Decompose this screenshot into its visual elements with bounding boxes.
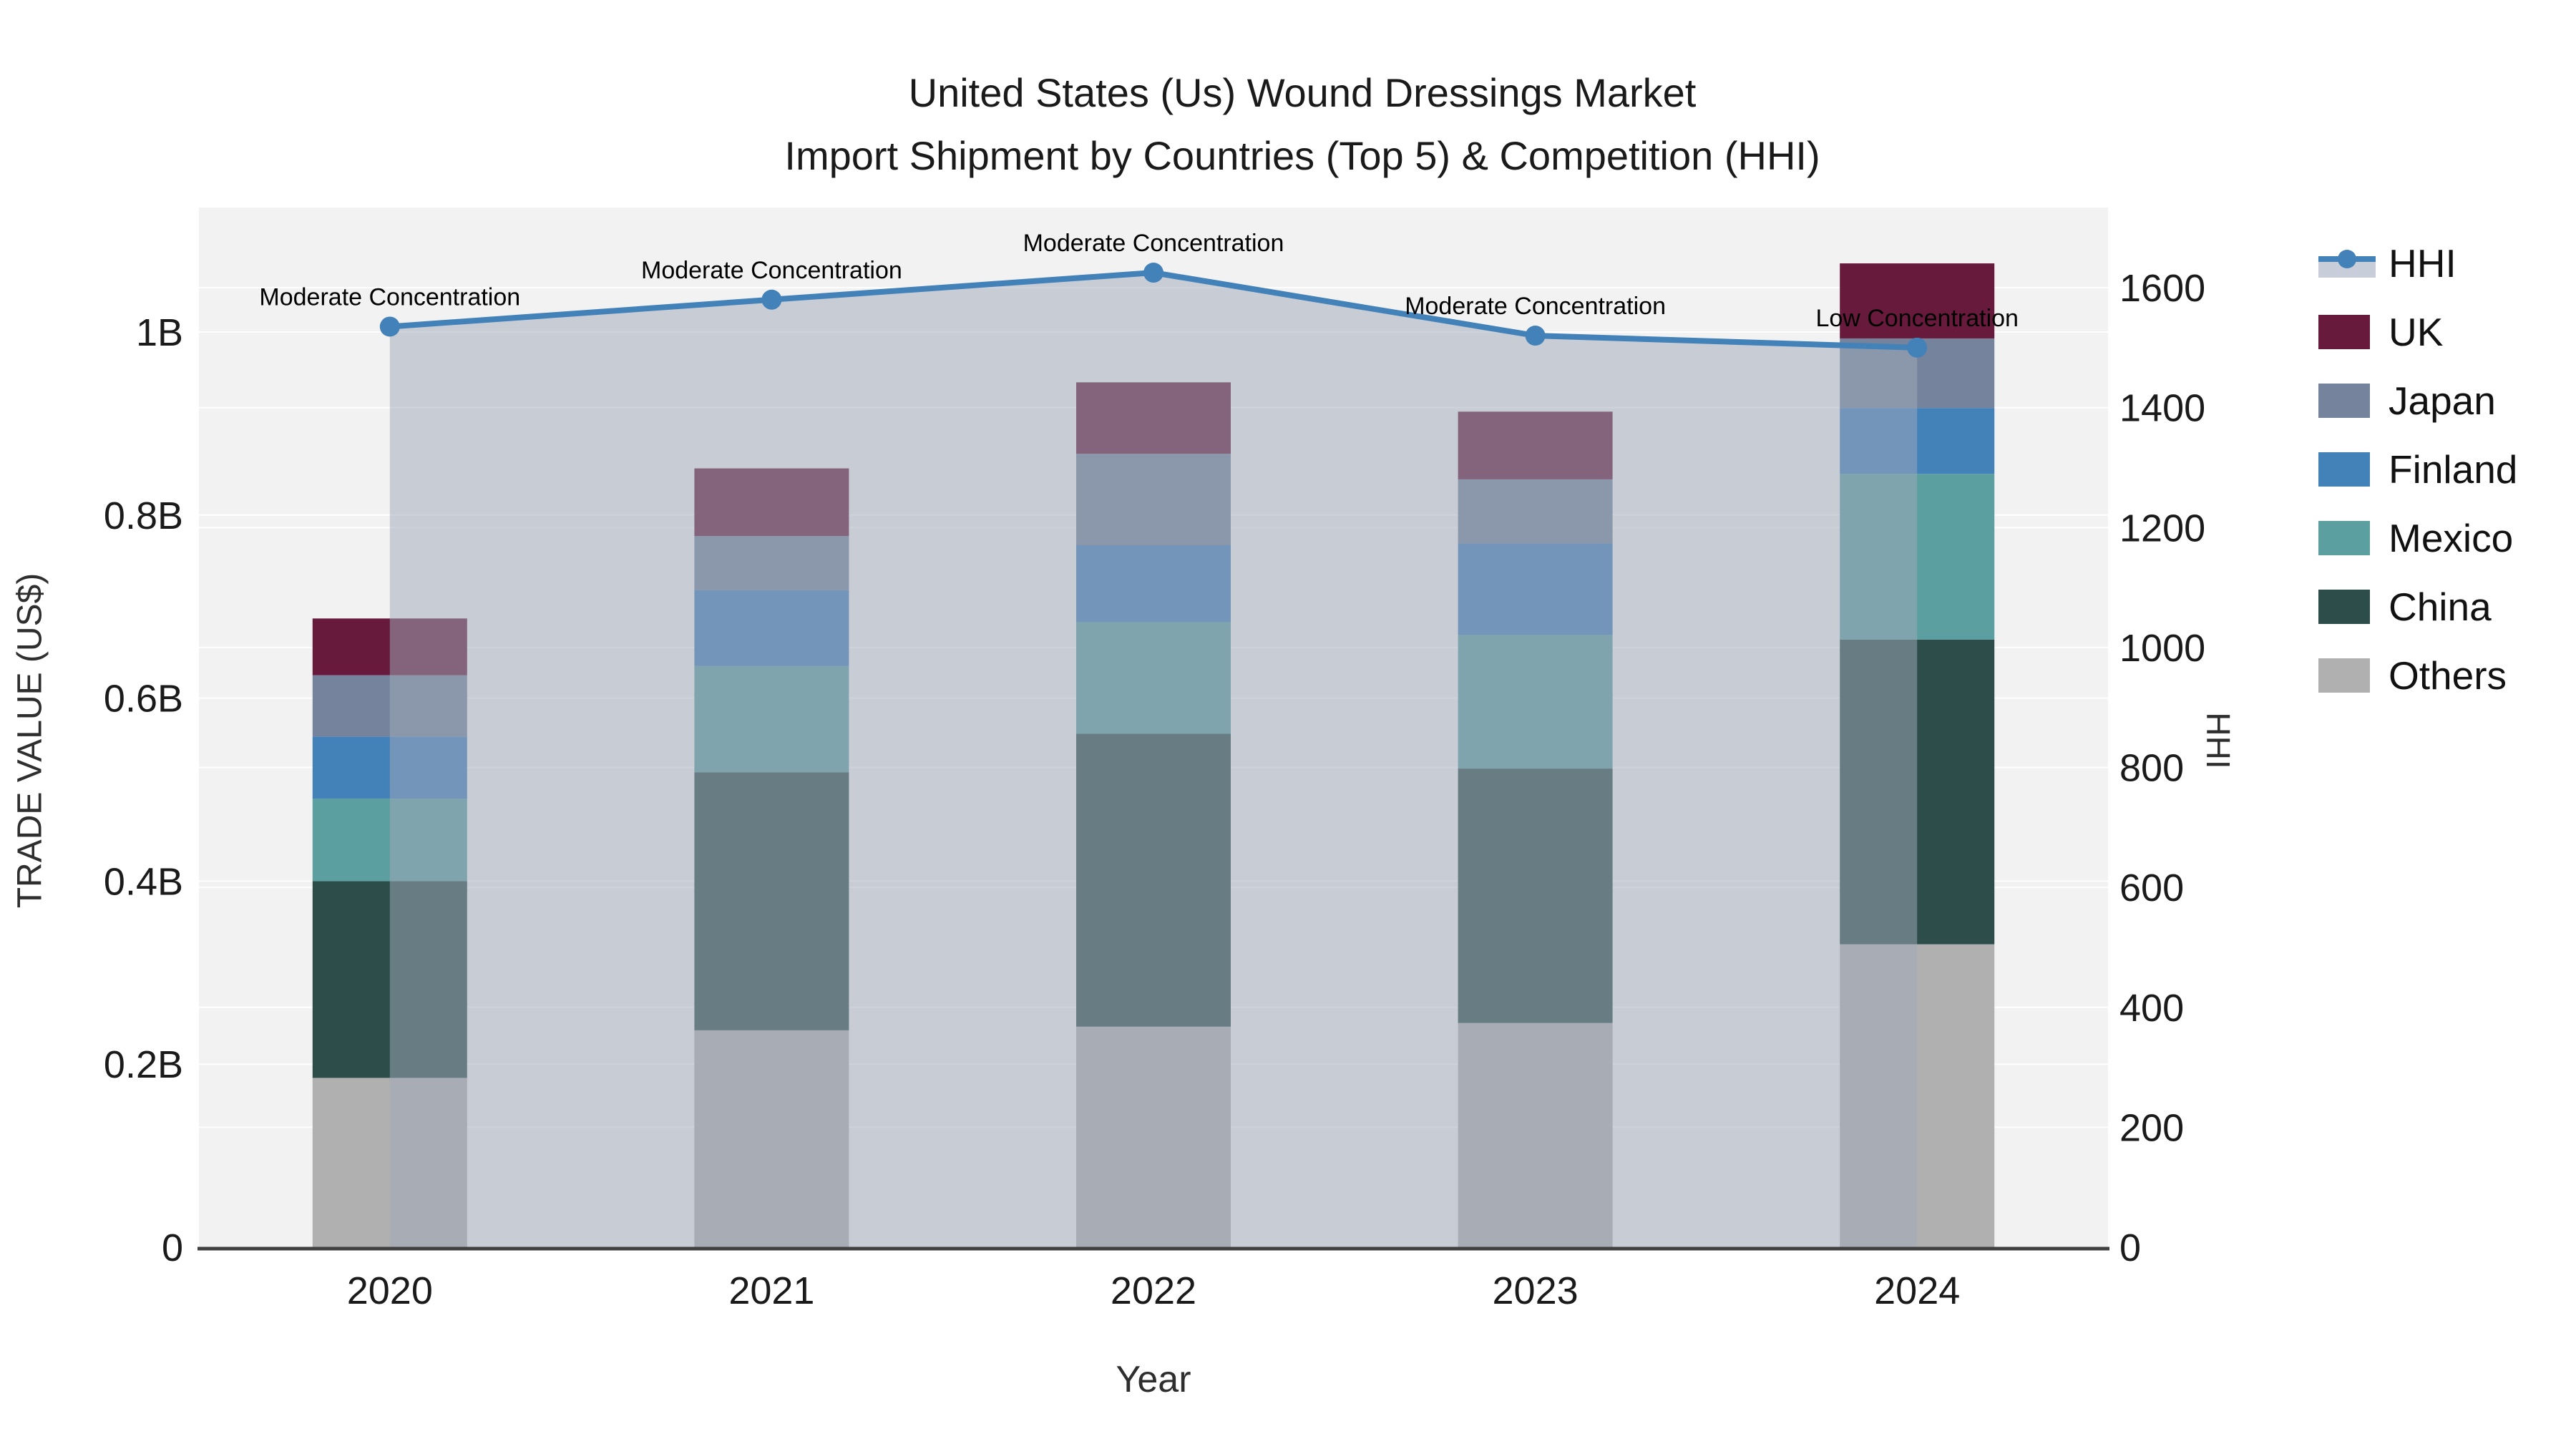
legend-item-others[interactable]: Others: [2318, 655, 2517, 696]
legend-label-mexico: Mexico: [2389, 515, 2514, 560]
legend-label-finland: Finland: [2389, 447, 2518, 492]
y-left-tick-0.8B: 0.8B: [104, 494, 183, 537]
hhi-marker-2023[interactable]: [1525, 326, 1546, 346]
hhi-marker-2021[interactable]: [761, 289, 782, 310]
hhi-area-fill: [389, 273, 1918, 1247]
color-swatch-icon-china: [2318, 590, 2370, 624]
hhi-marker-dot: [2338, 250, 2356, 268]
color-swatch-icon-finland: [2318, 452, 2370, 487]
chart-title-line2: Import Shipment by Countries (Top 5) & C…: [784, 133, 1820, 178]
y-left-tick-0: 0: [162, 1226, 183, 1269]
chart-title-line1: United States (Us) Wound Dressings Marke…: [908, 70, 1697, 115]
annotation-2020: Moderate Concentration: [259, 283, 520, 311]
legend-item-china[interactable]: China: [2318, 587, 2517, 627]
hhi-marker-2022[interactable]: [1143, 263, 1163, 283]
x-tick-2021: 2021: [728, 1269, 814, 1312]
y-right-tick-1000: 1000: [2119, 627, 2205, 670]
legend-label-others: Others: [2389, 653, 2507, 698]
legend-item-japan[interactable]: Japan: [2318, 381, 2517, 421]
color-swatch-icon-uk: [2318, 315, 2370, 349]
x-tick-2020: 2020: [347, 1269, 433, 1312]
y-right-tick-600: 600: [2119, 867, 2184, 909]
legend-label-hhi: HHI: [2389, 240, 2457, 286]
y-left-tick-0.2B: 0.2B: [104, 1043, 183, 1086]
annotation-2023: Moderate Concentration: [1405, 293, 1666, 320]
y-right-tick-800: 800: [2119, 747, 2184, 790]
annotation-2021: Moderate Concentration: [641, 257, 902, 284]
hhi-marker-2024[interactable]: [1907, 337, 1928, 358]
hhi-marker-2020[interactable]: [379, 316, 400, 337]
x-tick-2023: 2023: [1493, 1269, 1579, 1312]
hhi-line-swatch-icon: [2318, 246, 2376, 280]
y-left-tick-0.6B: 0.6B: [104, 678, 183, 721]
annotation-2022: Moderate Concentration: [1023, 230, 1284, 257]
legend-label-china: China: [2389, 584, 2492, 629]
y-right-tick-1200: 1200: [2119, 507, 2205, 550]
legend-item-uk[interactable]: UK: [2318, 312, 2517, 352]
x-axis-label-year: Year: [1116, 1359, 1191, 1400]
y-right-tick-400: 400: [2119, 987, 2184, 1030]
legend-item-mexico[interactable]: Mexico: [2318, 518, 2517, 558]
legend-label-uk: UK: [2389, 309, 2444, 354]
legend-label-japan: Japan: [2389, 378, 2496, 423]
legend-item-hhi[interactable]: HHI: [2318, 243, 2517, 283]
color-swatch-icon-japan: [2318, 384, 2370, 418]
y-left-tick-0.4B: 0.4B: [104, 860, 183, 903]
legend: HHI UK Japan Finland Mexico China Others: [2318, 243, 2517, 696]
bar-segment-uk-2024[interactable]: [1840, 263, 1995, 338]
y-axis-label-trade-value: TRADE VALUE (US$): [11, 572, 49, 909]
y-axis-label-hhi: HHI: [2200, 712, 2237, 769]
y-right-tick-0: 0: [2119, 1226, 2141, 1269]
y-right-tick-200: 200: [2119, 1106, 2184, 1149]
y-left-tick-1B: 1B: [136, 311, 183, 354]
legend-item-finland[interactable]: Finland: [2318, 449, 2517, 489]
color-swatch-icon-mexico: [2318, 521, 2370, 555]
color-swatch-icon-others: [2318, 658, 2370, 693]
x-tick-2024: 2024: [1874, 1269, 1960, 1312]
y-right-tick-1600: 1600: [2119, 267, 2205, 310]
y-right-tick-1400: 1400: [2119, 387, 2205, 430]
x-tick-2022: 2022: [1111, 1269, 1196, 1312]
annotation-2024: Low Concentration: [1815, 305, 2019, 332]
